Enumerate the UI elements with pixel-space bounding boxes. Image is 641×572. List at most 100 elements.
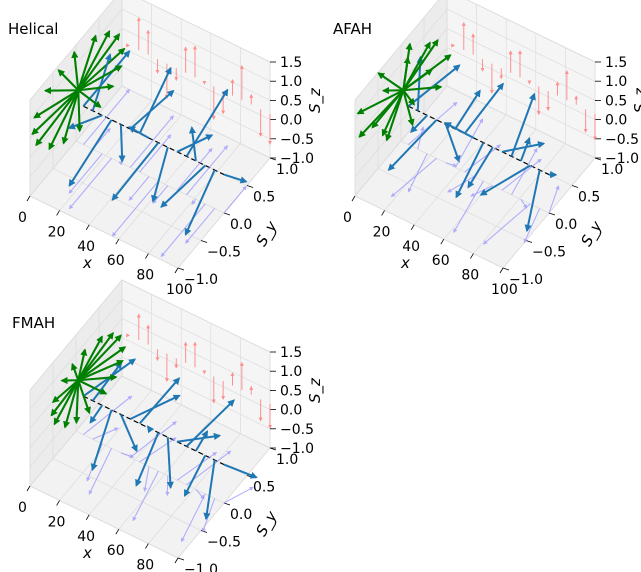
sphere-projection-arrow	[77, 335, 103, 381]
spin-arrow	[407, 64, 461, 107]
x-tick-label: 20	[48, 224, 66, 240]
z-tick-label: −0.5	[605, 132, 639, 148]
spin-data	[356, 21, 597, 245]
floor-projection-arrow	[88, 448, 113, 495]
z-tick-label: 0.5	[280, 93, 302, 109]
x-tick	[85, 224, 90, 231]
x-tick	[351, 195, 356, 202]
x-tick-label: 80	[461, 268, 479, 284]
sphere-projection-arrow	[63, 379, 80, 429]
z-tick-label: 1.5	[280, 55, 302, 71]
sphere-projection-arrow	[402, 89, 415, 127]
sphere-projection-arrow	[77, 331, 114, 381]
x-tick-label: 100	[166, 282, 193, 298]
z-tick-label: 0.0	[280, 403, 302, 419]
x-tick	[145, 253, 149, 259]
sphere-projection-arrow	[356, 89, 404, 115]
panel-title: FMAH	[12, 314, 55, 332]
x-tick	[26, 195, 31, 202]
floor-projection-arrow	[520, 199, 528, 209]
x-tick	[85, 514, 90, 521]
x-tick-label: 40	[77, 239, 95, 255]
sphere-projection-arrow	[61, 89, 80, 145]
floor-projection-arrow	[132, 470, 159, 522]
y-tick	[548, 212, 556, 216]
sphere-projection-arrow	[70, 362, 80, 381]
x-axis-label: x	[82, 254, 92, 272]
spin-arrow	[118, 124, 126, 163]
sphere-projection-arrow	[31, 89, 80, 136]
floor-projection-arrow	[176, 451, 218, 481]
floor-projection-arrow	[223, 486, 254, 504]
y-tick	[223, 502, 231, 506]
floor-projection-arrow	[111, 180, 159, 237]
spin-arrow	[519, 137, 531, 162]
sphere-projection-arrow	[53, 379, 80, 426]
floor-projection-arrow	[143, 466, 150, 492]
spin-arrow	[410, 114, 428, 133]
gridline-z	[29, 0, 271, 101]
y-tick	[177, 267, 185, 271]
sphere-projection-arrow	[371, 89, 405, 129]
x-axis-label: x	[400, 254, 410, 272]
floor-projection-arrow	[129, 115, 174, 168]
gridline-z	[29, 356, 271, 468]
sphere-projection-arrow	[75, 90, 84, 133]
spin-arrow	[119, 414, 138, 453]
floor-projection-arrow	[176, 147, 213, 191]
spin-arrow	[203, 459, 216, 521]
sphere-projection-arrow	[77, 34, 98, 91]
floor-projection-arrow	[128, 176, 150, 201]
gridline-z	[29, 298, 271, 410]
spin-arrow	[91, 361, 123, 402]
sphere-projection-arrow	[77, 65, 123, 92]
spin-arrow	[479, 164, 531, 196]
sphere-projection-arrow	[57, 69, 80, 91]
spin-arrow	[135, 432, 160, 487]
y-tick	[502, 267, 510, 271]
z-axis-label: S_z	[306, 87, 325, 113]
panel-title: AFAH	[333, 20, 372, 38]
spin-data	[31, 17, 272, 258]
spin-arrow	[184, 169, 216, 236]
y-tick-label: 0.5	[253, 480, 275, 496]
floor-projection-arrow	[83, 395, 133, 436]
x-tick-label: 80	[136, 558, 154, 572]
y-tick-label: 0.0	[230, 217, 252, 233]
spin-arrow	[183, 455, 207, 498]
sphere-projection-arrow	[71, 50, 80, 91]
spin-arrow	[68, 119, 113, 187]
spin-arrow	[90, 409, 113, 472]
x-tick	[145, 543, 149, 549]
y-tick	[571, 185, 579, 188]
sphere-projection-arrow	[77, 359, 125, 382]
floor-projection-arrow	[390, 157, 437, 198]
sphere-projection-arrow	[77, 379, 91, 415]
spin-arrow	[501, 141, 546, 153]
y-tick-label: 0.0	[555, 217, 577, 233]
z-tick-label: −0.5	[280, 422, 314, 438]
y-tick	[223, 212, 231, 216]
floor-projection-arrow	[223, 185, 247, 214]
x-tick	[174, 557, 179, 564]
spin-arrow	[82, 50, 131, 107]
chain-centerline	[83, 395, 225, 466]
sphere-projection-arrow	[48, 89, 80, 151]
floor-projection-arrow	[523, 208, 541, 244]
x-tick	[440, 238, 445, 245]
x-tick	[499, 267, 504, 274]
sphere-projection-arrow	[403, 83, 443, 92]
floor-projection-arrow	[191, 198, 197, 205]
x-tick-label: 40	[77, 529, 95, 545]
y-tick	[200, 530, 208, 533]
spin-arrow	[160, 164, 206, 208]
y-tick-label: 0.0	[230, 507, 252, 523]
floor-projection-arrow	[185, 208, 216, 244]
y-tick-label: 1.0	[276, 452, 298, 468]
z-tick-label: 0.0	[280, 113, 302, 129]
sphere-projection-arrow	[33, 89, 79, 119]
